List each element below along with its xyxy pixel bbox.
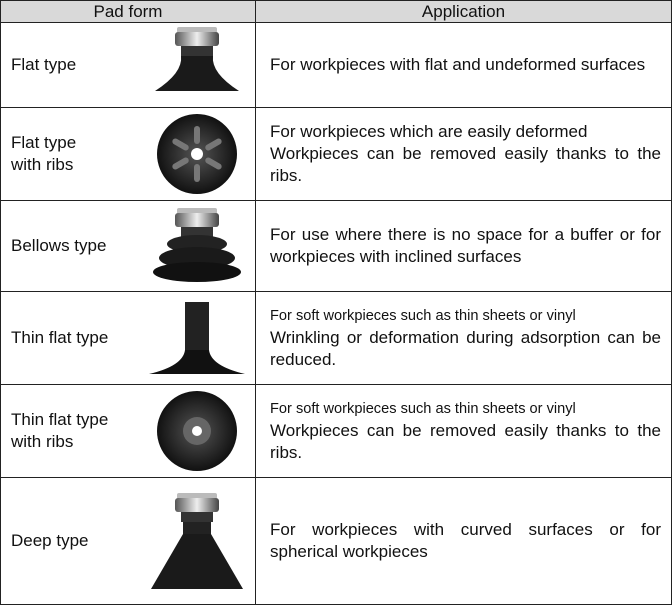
row: Flat type with ribs For workpieces which a… xyxy=(0,107,672,201)
application-text: For soft workpieces such as thin sheets … xyxy=(270,308,576,324)
pad-form-label: Deep type xyxy=(11,530,89,552)
pad-form-line: with ribs xyxy=(11,432,74,451)
pad-form-cell: Flat type xyxy=(0,22,256,108)
pad-form-line: Thin flat type xyxy=(11,410,109,429)
pad-form-label: Flat type xyxy=(11,54,76,76)
pad-form-label: Thin flat type with ribs xyxy=(11,409,108,453)
pad-form-cell: Thin flat type with ribs xyxy=(0,384,256,478)
pad-form-line: Deep type xyxy=(11,531,89,550)
row: Deep type For workpieces with curved surf… xyxy=(0,477,672,605)
pad-form-label: Flat type with ribs xyxy=(11,132,76,176)
pad-image xyxy=(157,391,237,471)
application-text: For workpieces with curved surfaces or f… xyxy=(270,520,661,561)
pad-form-line: with ribs xyxy=(11,155,74,174)
pad-image xyxy=(151,493,243,589)
application-cell: For workpieces with curved surfaces or f… xyxy=(255,477,672,605)
application-cell: For workpieces with flat and undeformed … xyxy=(255,22,672,108)
application-text: For soft workpieces such as thin sheets … xyxy=(270,401,576,417)
pad-form-cell: Thin flat type xyxy=(0,291,256,385)
pad-form-cell: Bellows type xyxy=(0,200,256,292)
row: Thin flat type with ribs For soft workpiec… xyxy=(0,384,672,478)
application-cell: For soft workpieces such as thin sheets … xyxy=(255,291,672,385)
pad-form-line: Flat type xyxy=(11,55,77,74)
application-text: For use where there is no space for a bu… xyxy=(270,225,661,266)
pad-image xyxy=(155,27,239,91)
pad-form-line: Flat type xyxy=(11,133,77,152)
application-text: For workpieces with flat and undeformed … xyxy=(270,55,646,74)
header-row: Pad form Application xyxy=(0,0,672,23)
application-cell: For use where there is no space for a bu… xyxy=(255,200,672,292)
row: Bellows type For use where there is no sp… xyxy=(0,200,672,292)
pad-image xyxy=(153,208,241,282)
pad-form-label: Thin flat type xyxy=(11,327,108,349)
application-text: Workpieces can be removed easily thanks … xyxy=(270,144,661,185)
application-text: For workpieces which are easily deformed xyxy=(270,122,588,141)
header-cell: Application xyxy=(255,0,672,23)
pad-form-line: Thin flat type xyxy=(11,328,109,347)
pad-form-label: Bellows type xyxy=(11,235,106,257)
pad-image xyxy=(149,302,245,374)
application-cell: For soft workpieces such as thin sheets … xyxy=(255,384,672,478)
pad-image xyxy=(157,114,237,194)
header-cell: Pad form xyxy=(0,0,256,23)
pad-form-line: Bellows type xyxy=(11,236,107,255)
application-text: Wrinkling or deformation during adsorpti… xyxy=(270,328,661,369)
row: Thin flat type For soft workpieces such a… xyxy=(0,291,672,385)
application-cell: For workpieces which are easily deformed… xyxy=(255,107,672,201)
application-text: Workpieces can be removed easily thanks … xyxy=(270,421,661,462)
row: Flat type For workpieces with flat and un… xyxy=(0,22,672,108)
pad-form-cell: Flat type with ribs xyxy=(0,107,256,201)
pad-form-cell: Deep type xyxy=(0,477,256,605)
